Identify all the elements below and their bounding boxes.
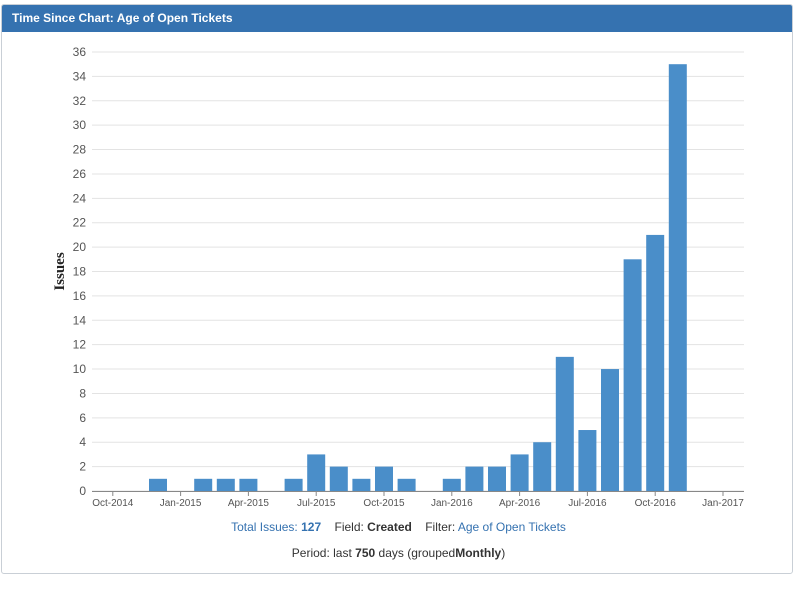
- x-tick-label: Oct-2014: [92, 498, 134, 509]
- bar-2016-03: [488, 466, 506, 491]
- period-group: Monthly: [455, 546, 502, 560]
- field-label: Field:: [334, 520, 364, 534]
- x-tick-label: Jan-2016: [431, 498, 473, 509]
- y-tick-label: 24: [73, 191, 87, 205]
- bar-2015-04: [239, 478, 258, 491]
- x-tick-label: Apr-2016: [499, 498, 541, 509]
- bar-2015-11: [397, 478, 416, 491]
- y-tick-label: 32: [73, 94, 87, 108]
- bar-2016-02: [465, 466, 484, 491]
- y-tick-label: 14: [73, 313, 87, 327]
- bar-2016-11: [668, 64, 687, 491]
- x-tick-label: Jul-2015: [297, 498, 336, 509]
- bar-2016-09: [623, 259, 642, 491]
- y-tick-label: 10: [73, 362, 87, 376]
- y-tick-label: 22: [73, 216, 87, 230]
- x-tick-label: Jan-2017: [702, 498, 744, 509]
- x-tick-label: Apr-2015: [228, 498, 270, 509]
- period-info: Period: last 750 days (groupedMonthly): [0, 546, 797, 560]
- y-tick-label: 18: [73, 265, 87, 279]
- y-tick-label: 0: [79, 484, 86, 498]
- bar-2015-06: [284, 478, 303, 491]
- bar-2015-10: [375, 466, 393, 491]
- x-tick-label: Oct-2015: [363, 498, 405, 509]
- y-tick-label: 20: [73, 240, 87, 254]
- bar-2014-12: [149, 478, 167, 491]
- bar-2016-01: [442, 478, 461, 491]
- bar-2016-05: [533, 442, 552, 491]
- period-days: 750: [355, 546, 376, 560]
- bar-2015-03: [216, 478, 235, 491]
- panel-title: Time Since Chart: Age of Open Tickets: [2, 5, 792, 32]
- y-tick-label: 30: [73, 118, 87, 132]
- bar-2016-04: [510, 454, 529, 491]
- x-tick-label: Jan-2015: [160, 498, 202, 509]
- bar-2015-09: [352, 478, 371, 491]
- bar-2016-06: [555, 356, 574, 491]
- chart-stats: Total Issues: 127 Field: Created Filter:…: [0, 520, 797, 534]
- bar-2015-08: [329, 466, 348, 491]
- x-tick-label: Jul-2016: [568, 498, 607, 509]
- filter-value-link[interactable]: Age of Open Tickets: [457, 520, 566, 534]
- bar-2016-08: [601, 369, 619, 491]
- total-issues-value[interactable]: 127: [301, 520, 322, 534]
- period-prefix: Period: last: [291, 546, 352, 560]
- bar-2016-10: [646, 234, 665, 491]
- bar-2016-07: [578, 430, 597, 491]
- y-tick-label: 34: [73, 69, 87, 83]
- period-middle: days (grouped: [378, 546, 456, 560]
- y-tick-label: 8: [79, 386, 86, 400]
- bar-chart: 024681012141618202224262830323436IssuesO…: [52, 45, 744, 509]
- y-tick-label: 12: [73, 338, 87, 352]
- y-tick-label: 36: [73, 45, 87, 59]
- x-tick-label: Oct-2016: [635, 498, 677, 509]
- bar-2015-02: [194, 478, 213, 491]
- total-issues-label: Total Issues:: [231, 520, 298, 534]
- y-tick-label: 28: [73, 143, 87, 157]
- y-tick-label: 16: [73, 289, 87, 303]
- y-axis-label: Issues: [52, 252, 68, 291]
- field-value: Created: [367, 520, 412, 534]
- y-tick-label: 26: [73, 167, 87, 181]
- period-suffix: ): [501, 546, 506, 560]
- filter-label: Filter:: [425, 520, 456, 534]
- bar-2015-07: [307, 454, 326, 491]
- y-tick-label: 6: [79, 411, 86, 425]
- y-tick-label: 4: [79, 435, 86, 449]
- y-tick-label: 2: [79, 460, 86, 474]
